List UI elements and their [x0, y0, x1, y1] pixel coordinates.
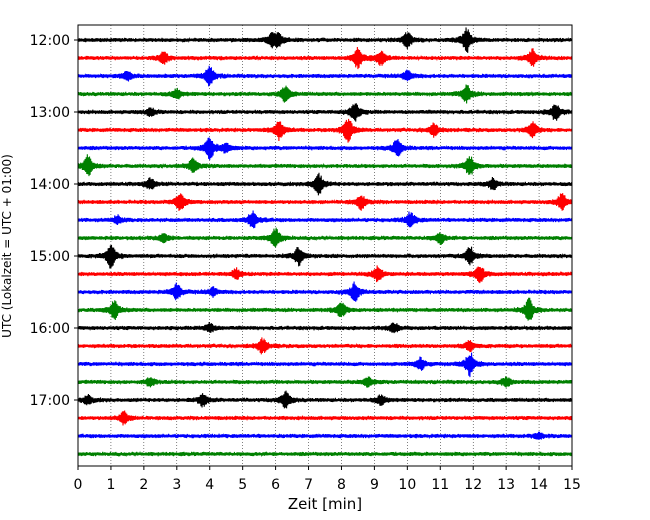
x-tick-label: 5: [238, 477, 247, 493]
seismogram-trace: [77, 84, 573, 104]
x-tick-label: 3: [172, 477, 181, 493]
seismogram-trace: [77, 65, 573, 87]
seismogram-trace: [77, 118, 573, 143]
x-tick-label: 9: [370, 477, 379, 493]
y-axis-label: UTC (Lokalzeit = UTC + 01:00): [0, 154, 14, 338]
x-tick-label: 12: [464, 477, 482, 493]
seismogram-trace: [77, 137, 573, 161]
x-tick-label: 0: [74, 477, 83, 493]
seismogram-trace: [77, 193, 573, 211]
x-tick-label: 8: [337, 477, 346, 493]
x-tick-label: 1: [106, 477, 115, 493]
seismogram-trace: [77, 265, 573, 284]
seismogram-trace: [77, 337, 573, 355]
y-tick-label: 14:00: [30, 177, 70, 193]
x-tick-label: 2: [139, 477, 148, 493]
seismogram-trace: [77, 244, 573, 269]
x-axis-label: Zeit [min]: [288, 495, 362, 513]
seismogram-trace: [77, 376, 573, 388]
plot-frame: [77, 24, 573, 467]
seismogram-trace: [77, 390, 573, 409]
seismogram-trace: [77, 46, 573, 70]
seismogram-trace: [77, 227, 573, 248]
seismogram-trace: [77, 154, 573, 177]
seismogram-trace: [77, 172, 573, 196]
y-tick-label: 17:00: [30, 393, 70, 409]
seismogram-trace: [77, 321, 573, 334]
seismogram-trace: [77, 103, 573, 122]
x-tick-label: 4: [205, 477, 214, 493]
y-axis-ticks: 12:00 13:00 14:00 15:00 16:00 17:00: [30, 33, 78, 409]
y-tick-label: 12:00: [30, 33, 70, 49]
y-tick-label: 15:00: [30, 249, 70, 265]
seismogram-trace: [77, 210, 573, 229]
seismogram-traces: [77, 27, 573, 458]
x-tick-label: 10: [398, 477, 416, 493]
seismogram-trace: [77, 450, 573, 458]
seismogram-trace: [77, 352, 573, 378]
x-tick-label: 15: [563, 477, 581, 493]
x-tick-label: 14: [530, 477, 548, 493]
x-tick-label: 7: [304, 477, 313, 493]
x-tick-label: 11: [431, 477, 449, 493]
y-tick-label: 16:00: [30, 321, 70, 337]
seismogram-trace: [77, 297, 573, 321]
x-axis-ticks: 0 1 2 3 4 5 6 7 8 9 10 11 12 13 14 15: [74, 466, 581, 493]
x-tick-label: 6: [271, 477, 280, 493]
seismogram-trace: [77, 431, 573, 440]
seismogram-trace: [77, 410, 573, 426]
seismogram-trace: [77, 281, 573, 302]
x-tick-label: 13: [497, 477, 515, 493]
y-tick-label: 13:00: [30, 105, 70, 121]
seismogram-trace: [77, 27, 573, 53]
